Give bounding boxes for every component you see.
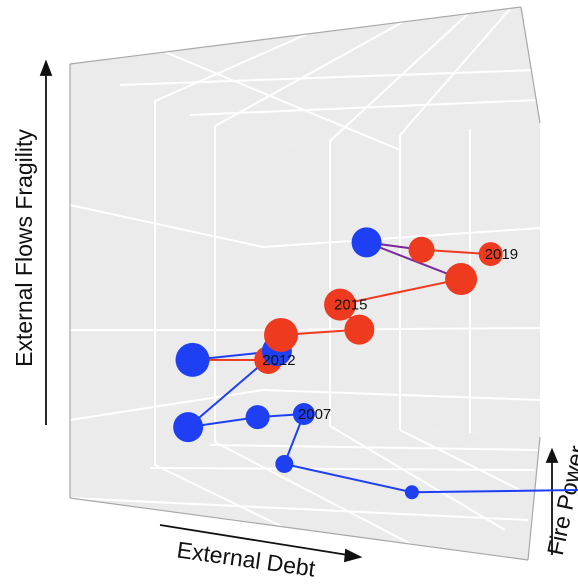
point-2009 xyxy=(173,412,204,443)
point-2005 xyxy=(404,485,419,500)
point-2011 xyxy=(175,342,210,377)
trajectory-points xyxy=(173,227,503,500)
z-axis-title: External Flows Fragility xyxy=(11,129,37,367)
point-2019 xyxy=(478,242,503,267)
point-2015 xyxy=(324,288,357,321)
z-axis-arrowhead xyxy=(39,59,53,76)
point-2007 xyxy=(292,403,315,425)
point-2006 xyxy=(275,454,294,473)
x-axis-arrowhead xyxy=(343,548,363,563)
x-axis-title: External Debt xyxy=(175,537,317,582)
point-label-2015: 2015 xyxy=(334,297,367,314)
connector-line-2016-2017 xyxy=(366,241,462,280)
point-2018 xyxy=(408,236,435,263)
point-label-2019: 2019 xyxy=(485,246,518,263)
year-labels: 20042007201220152019 xyxy=(262,246,518,423)
series-line-2015 xyxy=(339,278,462,306)
series-line-2004 xyxy=(411,489,578,494)
axis-arrows xyxy=(39,59,559,563)
point-label-2007: 2007 xyxy=(298,406,331,423)
series-line-2005 xyxy=(284,463,413,494)
floor xyxy=(70,423,540,560)
point-2014 xyxy=(344,314,375,345)
point-2008 xyxy=(245,405,270,430)
point-2016 xyxy=(445,263,478,296)
box-frame xyxy=(69,6,541,561)
side-wall xyxy=(263,123,540,437)
point-2017 xyxy=(351,227,382,258)
point-2013 xyxy=(264,317,298,352)
point-label-2012: 2012 xyxy=(262,352,295,369)
y-axis-arrowhead xyxy=(545,447,559,463)
x-axis-arrow xyxy=(159,524,349,556)
